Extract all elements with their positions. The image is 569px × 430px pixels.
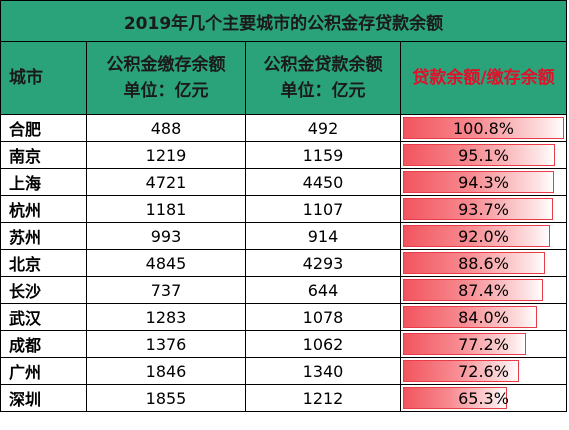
column-header-deposit: 公积金缴存余额 单位：亿元 (86, 41, 246, 115)
loan-header-unit: 单位：亿元 (280, 81, 366, 101)
ratio-value: 72.6% (458, 361, 509, 381)
ratio-data-bar (403, 333, 526, 355)
city-cell: 杭州 (0, 195, 87, 223)
city-cell: 武汉 (0, 303, 87, 331)
ratio-cell: 93.7% (399, 195, 568, 223)
deposit-cell: 4721 (86, 168, 246, 196)
ratio-data-bar (403, 144, 555, 166)
table-row: 杭州 1181 1107 93.7% (0, 195, 568, 223)
ratio-data-bar (403, 306, 537, 328)
loan-cell: 492 (245, 114, 401, 142)
table-row: 深圳 1855 1212 65.3% (0, 384, 568, 412)
ratio-cell: 100.8% (399, 114, 568, 142)
city-cell: 长沙 (0, 276, 87, 304)
ratio-data-bar (403, 117, 564, 139)
deposit-cell: 488 (86, 114, 246, 142)
city-cell: 深圳 (0, 384, 87, 412)
loan-cell: 4293 (245, 249, 401, 277)
deposit-cell: 4845 (86, 249, 246, 277)
deposit-cell: 737 (86, 276, 246, 304)
table-row: 上海 4721 4450 94.3% (0, 168, 568, 196)
table-row: 南京 1219 1159 95.1% (0, 141, 568, 169)
loan-cell: 1212 (245, 384, 401, 412)
table-row: 北京 4845 4293 88.6% (0, 249, 568, 277)
table-row: 长沙 737 644 87.4% (0, 276, 568, 304)
ratio-data-bar (403, 252, 545, 274)
loan-cell: 914 (245, 222, 401, 250)
ratio-cell: 72.6% (399, 357, 568, 385)
ratio-value: 77.2% (458, 334, 509, 354)
ratio-value: 95.1% (458, 145, 509, 165)
ratio-cell: 84.0% (399, 303, 568, 331)
ratio-data-bar (403, 225, 550, 247)
table-title-row: 2019年几个主要城市的公积金存贷款余额 (0, 0, 568, 42)
city-cell: 合肥 (0, 114, 87, 142)
ratio-cell: 88.6% (399, 249, 568, 277)
ratio-cell: 94.3% (399, 168, 568, 196)
ratio-value: 65.3% (458, 388, 509, 408)
ratio-cell: 65.3% (399, 384, 568, 412)
deposit-cell: 1219 (86, 141, 246, 169)
column-header-row: 城市 公积金缴存余额 单位：亿元 公积金贷款余额 单位：亿元 贷款余额/缴存余额 (0, 41, 568, 115)
ratio-data-bar (403, 198, 553, 220)
deposit-header-unit: 单位：亿元 (123, 81, 209, 101)
fund-balance-table: 2019年几个主要城市的公积金存贷款余额 城市 公积金缴存余额 单位：亿元 公积… (0, 0, 568, 412)
table-body: 合肥 488 492 100.8% 南京 1219 1159 95.1% 上海 4721 4450 9… (0, 114, 568, 412)
loan-cell: 1078 (245, 303, 401, 331)
ratio-data-bar (403, 360, 519, 382)
loan-cell: 1340 (245, 357, 401, 385)
deposit-cell: 1181 (86, 195, 246, 223)
ratio-value: 88.6% (458, 253, 509, 273)
ratio-data-bar (403, 171, 554, 193)
ratio-cell: 95.1% (399, 141, 568, 169)
ratio-data-bar (403, 279, 543, 301)
loan-cell: 4450 (245, 168, 401, 196)
deposit-header-label: 公积金缴存余额 (106, 55, 226, 75)
loan-cell: 1062 (245, 330, 401, 358)
deposit-cell: 993 (86, 222, 246, 250)
loan-header-label: 公积金贷款余额 (263, 55, 383, 75)
table-row: 合肥 488 492 100.8% (0, 114, 568, 142)
city-cell: 广州 (0, 357, 87, 385)
ratio-value: 100.8% (453, 118, 515, 138)
city-cell: 北京 (0, 249, 87, 277)
ratio-data-bar (403, 387, 507, 409)
table-title: 2019年几个主要城市的公积金存贷款余额 (0, 0, 568, 42)
ratio-value: 93.7% (458, 199, 509, 219)
column-header-city: 城市 (0, 41, 87, 115)
table-row: 广州 1846 1340 72.6% (0, 357, 568, 385)
ratio-cell: 92.0% (399, 222, 568, 250)
city-cell: 苏州 (0, 222, 87, 250)
loan-cell: 1159 (245, 141, 401, 169)
deposit-cell: 1283 (86, 303, 246, 331)
deposit-cell: 1376 (86, 330, 246, 358)
loan-cell: 644 (245, 276, 401, 304)
city-cell: 南京 (0, 141, 87, 169)
deposit-cell: 1846 (86, 357, 246, 385)
table-row: 武汉 1283 1078 84.0% (0, 303, 568, 331)
ratio-value: 94.3% (458, 172, 509, 192)
table-row: 苏州 993 914 92.0% (0, 222, 568, 250)
city-cell: 成都 (0, 330, 87, 358)
city-cell: 上海 (0, 168, 87, 196)
deposit-cell: 1855 (86, 384, 246, 412)
ratio-cell: 87.4% (399, 276, 568, 304)
ratio-cell: 77.2% (399, 330, 568, 358)
column-header-loan: 公积金贷款余额 单位：亿元 (245, 41, 401, 115)
ratio-value: 84.0% (458, 307, 509, 327)
loan-cell: 1107 (245, 195, 401, 223)
table-row: 成都 1376 1062 77.2% (0, 330, 568, 358)
ratio-value: 87.4% (458, 280, 509, 300)
ratio-value: 92.0% (458, 226, 509, 246)
column-header-ratio: 贷款余额/缴存余额 (399, 41, 568, 115)
